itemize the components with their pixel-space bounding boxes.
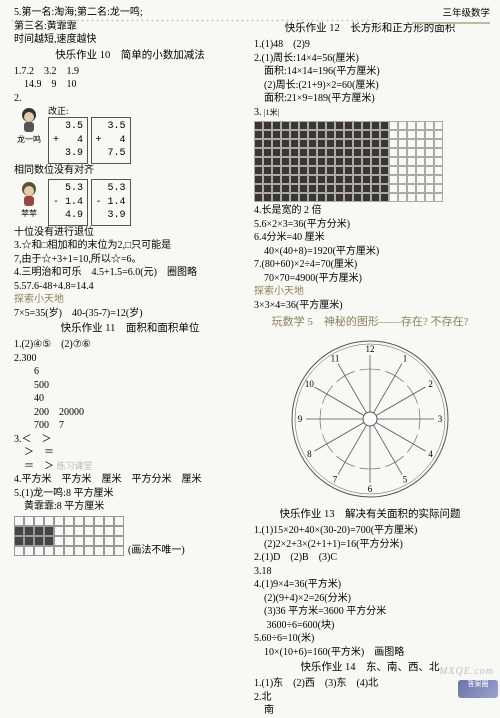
hw11-4: 4.平方米 平方米 厘米 平方分米 厘米 xyxy=(14,473,246,487)
calc-box-2a: 5.3 - 1.4 4.9 xyxy=(48,179,88,226)
hw12-4: 4.长是宽的 2 倍 xyxy=(254,204,486,218)
grid-note: (画法不唯一) xyxy=(128,544,185,558)
hw13-4c: (3)36 平方米=3600 平方分米 xyxy=(254,605,486,619)
page-content: 5.第一名:淘海;第二名:龙一鸣; 第三名:黄霏霏 时间越短,速度越快 快乐作业… xyxy=(0,0,500,700)
hw11-2-row4: 700 7 xyxy=(14,419,246,433)
hw11-2-row1: 500 xyxy=(14,379,246,393)
watermark-box: 答案圈 xyxy=(458,680,498,698)
left-column: 5.第一名:淘海;第二名:龙一鸣; 第三名:黄霏霏 时间越短,速度越快 快乐作业… xyxy=(10,6,250,700)
svg-text:10: 10 xyxy=(305,379,315,389)
hw12-2-2b: 面积:21×9=189(平方厘米) xyxy=(254,92,486,106)
hw10-line1: 1.7.2 3.2 1.9 xyxy=(14,65,246,79)
item-5-line3: 时间越短,速度越快 xyxy=(14,33,246,47)
hw14-2b: 南 xyxy=(254,704,486,718)
faded-watermark-left: 练习课堂 xyxy=(57,461,93,471)
svg-text:5: 5 xyxy=(403,475,408,485)
watermark-mx: MXQE.com xyxy=(439,665,494,679)
child2-name: 苹苹 xyxy=(14,209,44,220)
clock-diagram: 121234567891011 xyxy=(285,334,455,504)
hw13-title: 快乐作业 13 解决有关面积的实际问题 xyxy=(254,508,486,522)
hw12-2-2: (2)周长:(21+9)×2=60(厘米) xyxy=(254,79,486,93)
svg-text:12: 12 xyxy=(366,344,375,354)
play5-title: 玩数学 5 神秘的图形——存在? 不存在? xyxy=(254,315,486,330)
hw11-3b: ＞ ＝ xyxy=(14,446,246,460)
hw11-3c: ＝ ＞ xyxy=(14,461,54,472)
explore-right: 探索小天地 xyxy=(254,285,486,299)
child-icon-1 xyxy=(14,105,44,135)
calc-box-1a: 3.5 + 4 3.9 xyxy=(48,117,88,164)
hw12-7a: 7.(80+60)×2÷4=70(厘米) xyxy=(254,258,486,272)
svg-text:2: 2 xyxy=(428,379,433,389)
dotted-divider xyxy=(10,18,375,22)
hw13-3: 3.18 xyxy=(254,565,486,579)
hw10-3-line2: 7,由于☆+3+1=10,所以☆=6。 xyxy=(14,253,246,267)
hw10-5: 5.57.6-48+4.8=14.4 xyxy=(14,280,246,294)
svg-text:3: 3 xyxy=(438,414,443,424)
hw12-6a: 6.4分米=40 厘米 xyxy=(254,231,486,245)
hw11-2-header: 2.300 xyxy=(14,352,246,366)
hw12-2-1b: 面积:14×14=196(平方厘米) xyxy=(254,65,486,79)
hw10-title: 快乐作业 10 简单的小数加减法 xyxy=(14,49,246,63)
hw14-1: 1.(1)东 (2)西 (3)东 (4)北 xyxy=(254,677,486,691)
comment2: 十位没有进行退位 xyxy=(14,226,246,240)
calc-box-2b: 5.3 - 1.4 3.9 xyxy=(91,179,131,226)
area-grid xyxy=(254,121,486,202)
hw12-1: 1.(1)48 (2)9 xyxy=(254,38,486,52)
hw12-title: 快乐作业 12 长方形和正方形的面积 xyxy=(254,22,486,36)
svg-text:4: 4 xyxy=(428,449,433,459)
calc-box-1b: 3.5 + 4 7.5 xyxy=(91,117,131,164)
child1-name: 龙一鸣 xyxy=(14,135,44,146)
hw12-6b: 40×(40+8)=1920(平方厘米) xyxy=(254,245,486,259)
comment1: 相同数位没有对齐 xyxy=(14,164,246,178)
child-icon-2 xyxy=(14,179,44,209)
hw13-5: 5.60÷6=10(米) xyxy=(254,632,486,646)
explore-left: 探索小天地 xyxy=(14,293,246,307)
hw12-7b: 70×70=4900(平方厘米) xyxy=(254,272,486,286)
svg-text:6: 6 xyxy=(368,484,373,494)
hw10-item2: 2. xyxy=(14,92,246,106)
svg-text:8: 8 xyxy=(307,449,312,459)
hw10-4: 4.三明治和可乐 4.5+1.5=6.0(元) 圈图略 xyxy=(14,266,246,280)
hw13-4b: (2)(9+4)×2=26(分米) xyxy=(254,592,486,606)
correct-label: 改正: xyxy=(48,105,131,117)
hw13-4d: 3600÷6=600(块) xyxy=(254,619,486,633)
answer-grid xyxy=(14,516,124,556)
mi-label: |1米| xyxy=(264,108,279,119)
hw11-3: 3.＜ ＞ xyxy=(14,433,246,447)
hw12-2-1: 2.(1)周长:14×4=56(厘米) xyxy=(254,52,486,66)
hw11-5a: 5.(1)龙一鸣:8 平方厘米 xyxy=(14,487,246,501)
explore-left-answer: 7×5=35(岁) 40-(35-7)=12(岁) xyxy=(14,307,246,321)
hw11-2-row2: 40 xyxy=(14,392,246,406)
hw11-2-row0: 6 xyxy=(14,365,246,379)
right-column: 快乐作业 12 长方形和正方形的面积 1.(1)48 (2)9 2.(1)周长:… xyxy=(250,20,490,700)
svg-text:9: 9 xyxy=(298,414,303,424)
hw10-3-line1: 3.☆和□相加和的末位为2,□只可能是 xyxy=(14,239,246,253)
hw13-1a: 1.(1)15×20+40×(30-20)=700(平方厘米) xyxy=(254,524,486,538)
hw11-2-row3: 200 20000 xyxy=(14,406,246,420)
hw11-title: 快乐作业 11 面积和面积单位 xyxy=(14,322,246,336)
hw13-4a: 4.(1)9×4=36(平方米) xyxy=(254,578,486,592)
hw12-5: 5.6×2×3=36(平方分米) xyxy=(254,218,486,232)
svg-text:7: 7 xyxy=(333,475,338,485)
page-header: 三年级数学 xyxy=(412,8,490,24)
hw14-2: 2.北 xyxy=(254,691,486,705)
hw12-3-label: 3. xyxy=(254,107,262,118)
svg-text:11: 11 xyxy=(331,353,340,363)
svg-text:1: 1 xyxy=(403,353,408,363)
hw10-line1b: 14.9 9 10 xyxy=(14,78,246,92)
hw13-5b: 10×(10+6)=160(平方米) 画图略 xyxy=(254,646,486,660)
hw13-1b: (2)2×2+3×(2+1+1)=16(平方分米) xyxy=(254,538,486,552)
hw13-2: 2.(1)D (2)B (3)C xyxy=(254,551,486,565)
hw11-1: 1.(2)④⑤ (2)⑦⑥ xyxy=(14,338,246,352)
explore-right-answer: 3×3×4=36(平方厘米) xyxy=(254,299,486,313)
hw11-5b: 黄霏霏:8 平方厘米 xyxy=(14,500,246,514)
